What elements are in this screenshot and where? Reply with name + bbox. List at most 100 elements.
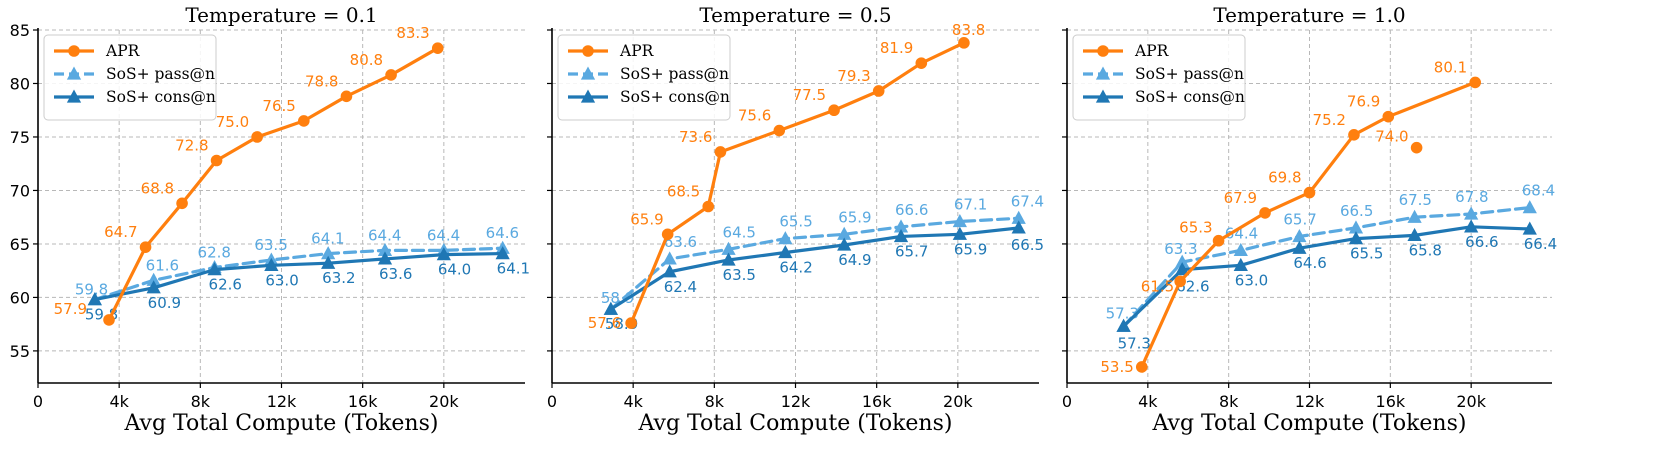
data-point: [773, 124, 786, 137]
data-point: [298, 115, 310, 127]
legend-label: APR: [619, 42, 655, 60]
data-point: [139, 241, 152, 253]
data-label: 66.6: [1465, 233, 1498, 251]
y-tick-label: 80: [10, 74, 30, 93]
data-label: 80.8: [350, 51, 383, 69]
data-label: 64.1: [311, 230, 344, 248]
series-line: [1140, 80, 1477, 369]
data-point: [1233, 257, 1248, 271]
legend-marker: [68, 45, 80, 57]
data-label: 64.4: [1225, 224, 1258, 242]
data-point: [1174, 275, 1186, 288]
legend-label: SoS+ cons@n: [620, 88, 730, 106]
data-point: [377, 251, 393, 265]
legend-label: SoS+ pass@n: [106, 65, 215, 83]
legend-marker: [580, 66, 596, 80]
data-label: 76.5: [262, 97, 295, 115]
legend-box: [43, 34, 217, 121]
data-label: 65.7: [1283, 210, 1316, 228]
data-label: 69.8: [1268, 169, 1301, 187]
x-tick-label: 4k: [623, 392, 643, 411]
data-label: 63.0: [265, 271, 298, 289]
data-label: 67.5: [1399, 191, 1432, 209]
data-label: 75.6: [738, 107, 771, 125]
x-tick-label: 0: [1062, 392, 1072, 411]
data-label: 64.7: [104, 223, 137, 241]
data-point: [958, 37, 970, 49]
series-line: [1121, 205, 1532, 328]
series-line: [609, 216, 1021, 311]
data-point: [1382, 110, 1395, 123]
data-point: [1464, 206, 1479, 220]
legend-label: APR: [105, 42, 141, 60]
y-tick-label: 75: [10, 128, 30, 147]
data-label: 64.6: [1293, 254, 1326, 272]
data-point: [1303, 186, 1316, 199]
data-point: [1522, 221, 1537, 235]
data-point: [377, 242, 393, 256]
chart-panel-1: 0 4k 8k 12k 16k 20k 55 60 65 70 75 80 85 Temperature …: [10, 3, 530, 436]
data-label: 75.0: [216, 113, 249, 131]
x-tick-label: 8k: [191, 392, 211, 411]
data-label: 63.6: [379, 265, 412, 283]
x-tick-label: 12k: [781, 392, 811, 411]
data-point: [210, 154, 223, 167]
data-label: 67.4: [1011, 192, 1044, 210]
y-tick-label: 55: [10, 342, 30, 361]
data-label: 61.6: [146, 256, 179, 274]
data-label: 65.3: [1179, 219, 1212, 237]
data-label: 66.6: [895, 201, 928, 219]
data-point: [893, 228, 909, 243]
data-point: [1233, 242, 1248, 256]
data-label: 59.8: [75, 281, 108, 299]
data-label: 65.9: [630, 210, 663, 228]
data-point: [872, 85, 885, 97]
legend-item: APR: [568, 42, 655, 60]
data-point: [952, 213, 967, 228]
legend-item: SoS+ cons@n: [568, 88, 730, 106]
data-point: [1469, 76, 1482, 89]
data-point: [662, 264, 677, 278]
legend-label: SoS+ pass@n: [620, 65, 729, 83]
data-label: 64.4: [427, 226, 460, 244]
data-point: [702, 200, 715, 213]
data-label: 62.6: [209, 276, 242, 294]
legend-label: APR: [1134, 42, 1170, 60]
series-line: [93, 246, 505, 302]
legend-box: [1072, 34, 1246, 121]
data-label: 62.4: [664, 278, 697, 296]
data-point: [661, 228, 674, 241]
data-label: 68.8: [141, 179, 174, 197]
data-label: 65.9: [954, 240, 987, 258]
legend-item: APR: [54, 42, 141, 60]
chart-panel-3: 0 4k 8k 12k 16k 20k Temperature = 1.0 Avg Total…: [1062, 3, 1557, 436]
data-label: 80.1: [1434, 58, 1467, 76]
data-point: [1348, 231, 1364, 245]
data-label: 63.5: [723, 266, 756, 284]
x-tick-label: 16k: [862, 392, 892, 411]
data-label: 64.1: [497, 260, 530, 278]
data-point: [603, 301, 618, 315]
data-label: 64.6: [486, 224, 519, 242]
legend-item: SoS+ cons@n: [54, 88, 216, 106]
data-point: [625, 317, 637, 329]
legend-item: SoS+ pass@n: [54, 65, 215, 83]
data-label: 67.9: [1224, 189, 1257, 207]
data-label: 57.9: [54, 300, 87, 318]
legend-marker: [582, 45, 594, 57]
data-point: [952, 226, 967, 240]
data-point: [1212, 234, 1225, 247]
data-point: [146, 272, 161, 286]
data-label: 63.3: [1164, 240, 1197, 258]
series-sos-pass-n: 58.963.664.565.5 65.9 66.6 67.1 67.4: [601, 192, 1044, 315]
x-tick-label: 12k: [1295, 392, 1325, 411]
series-line: [93, 251, 505, 302]
data-label: 57.3: [1118, 334, 1151, 352]
data-label: 57.6: [588, 314, 621, 332]
data-label: 66.5: [1340, 202, 1373, 220]
data-point: [662, 251, 677, 265]
x-axis-label: Avg Total Compute (Tokens): [1152, 411, 1467, 436]
legend-item: SoS+ cons@n: [1083, 88, 1245, 106]
